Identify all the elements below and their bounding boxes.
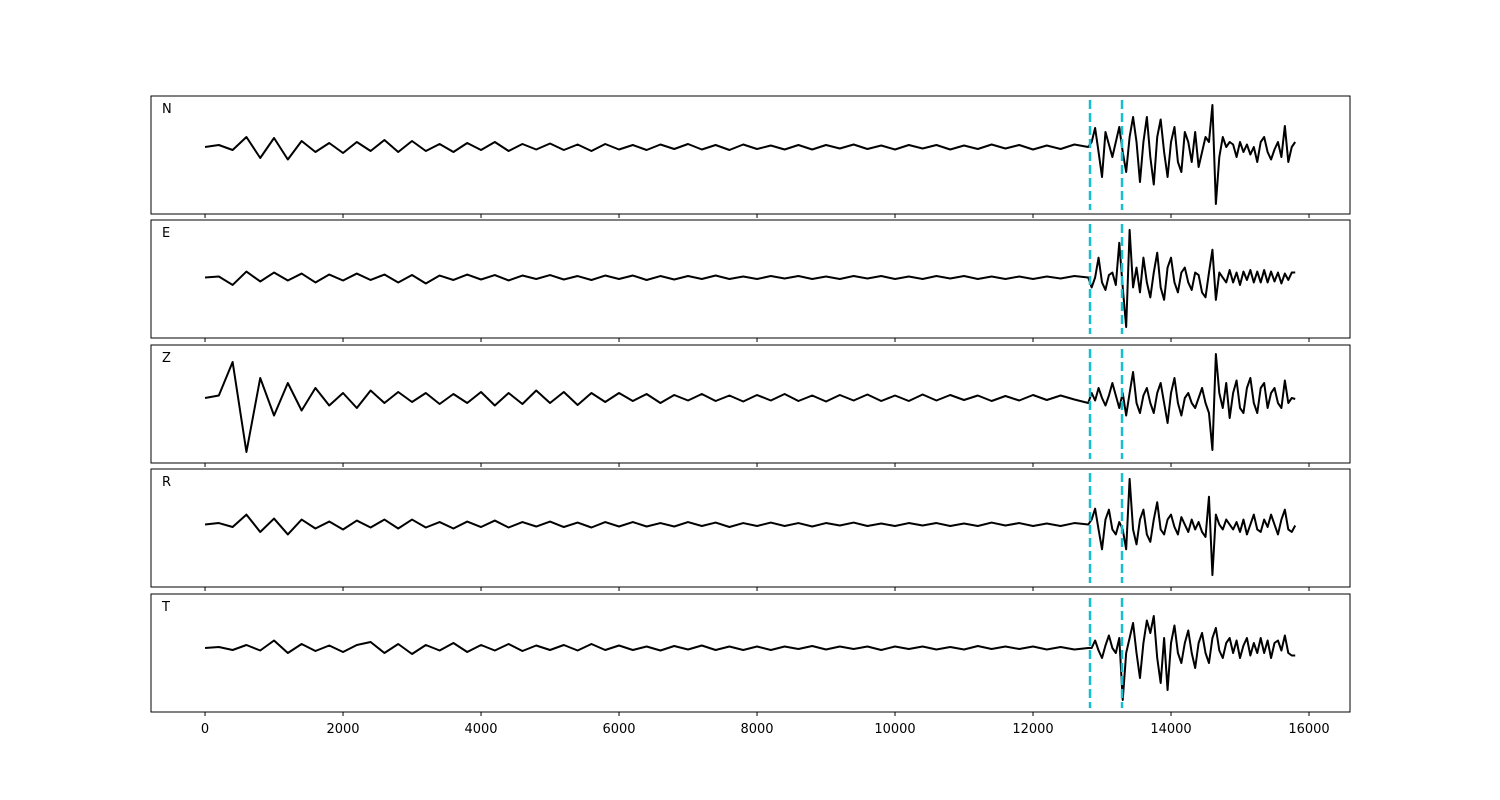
x-tick-label: 14000	[1150, 722, 1191, 737]
panel-frame	[150, 468, 1351, 588]
trace	[204, 477, 1297, 577]
panel-label: E	[162, 226, 170, 241]
x-tick-label: 4000	[464, 722, 497, 737]
panel-frame	[150, 219, 1351, 339]
trace	[204, 104, 1297, 205]
panel-label: T	[161, 600, 170, 615]
trace	[204, 228, 1296, 329]
panel-label: Z	[162, 351, 171, 366]
x-tick-label: 16000	[1288, 722, 1329, 737]
panel-frame	[150, 95, 1351, 215]
panel-label: N	[162, 102, 172, 117]
x-tick-label: 2000	[326, 722, 359, 737]
x-tick-label: 8000	[740, 722, 773, 737]
x-tick-label: 0	[201, 722, 209, 737]
panel-label: R	[162, 475, 171, 490]
x-tick-label: 10000	[874, 722, 915, 737]
x-tick-label: 12000	[1012, 722, 1053, 737]
panel-frame	[150, 344, 1351, 464]
x-tick-label: 6000	[602, 722, 635, 737]
trace	[204, 353, 1296, 453]
trace	[204, 615, 1296, 701]
panel-frame	[150, 593, 1351, 713]
